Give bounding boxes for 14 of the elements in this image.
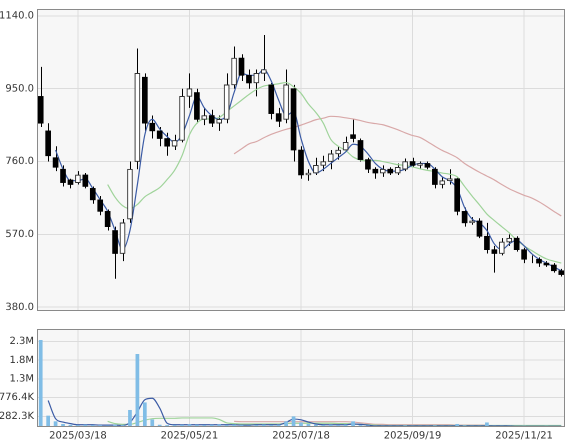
y-tick-label: 950.0 [5,83,34,94]
y-tick-label: 380.0 [5,302,34,313]
y-tick-label: 1.8M [9,354,34,366]
y-tick-label: 1140.0 [0,10,34,22]
x-tick-label: 2025/11/21 [495,430,553,442]
y-tick-label: 1.3M [9,374,34,385]
x-tick-label: 2025/07/18 [272,430,330,442]
x-tick-label: 2025/05/21 [160,430,218,442]
x-tick-label: 2025/09/19 [384,430,442,442]
x-tick-label: 2025/03/18 [49,430,107,442]
y-tick-label: 570.0 [5,228,34,240]
y-tick-label: 776.4K [0,392,34,404]
y-tick-label: 760.0 [5,156,34,168]
y-tick-label: 2.3M [9,336,34,348]
